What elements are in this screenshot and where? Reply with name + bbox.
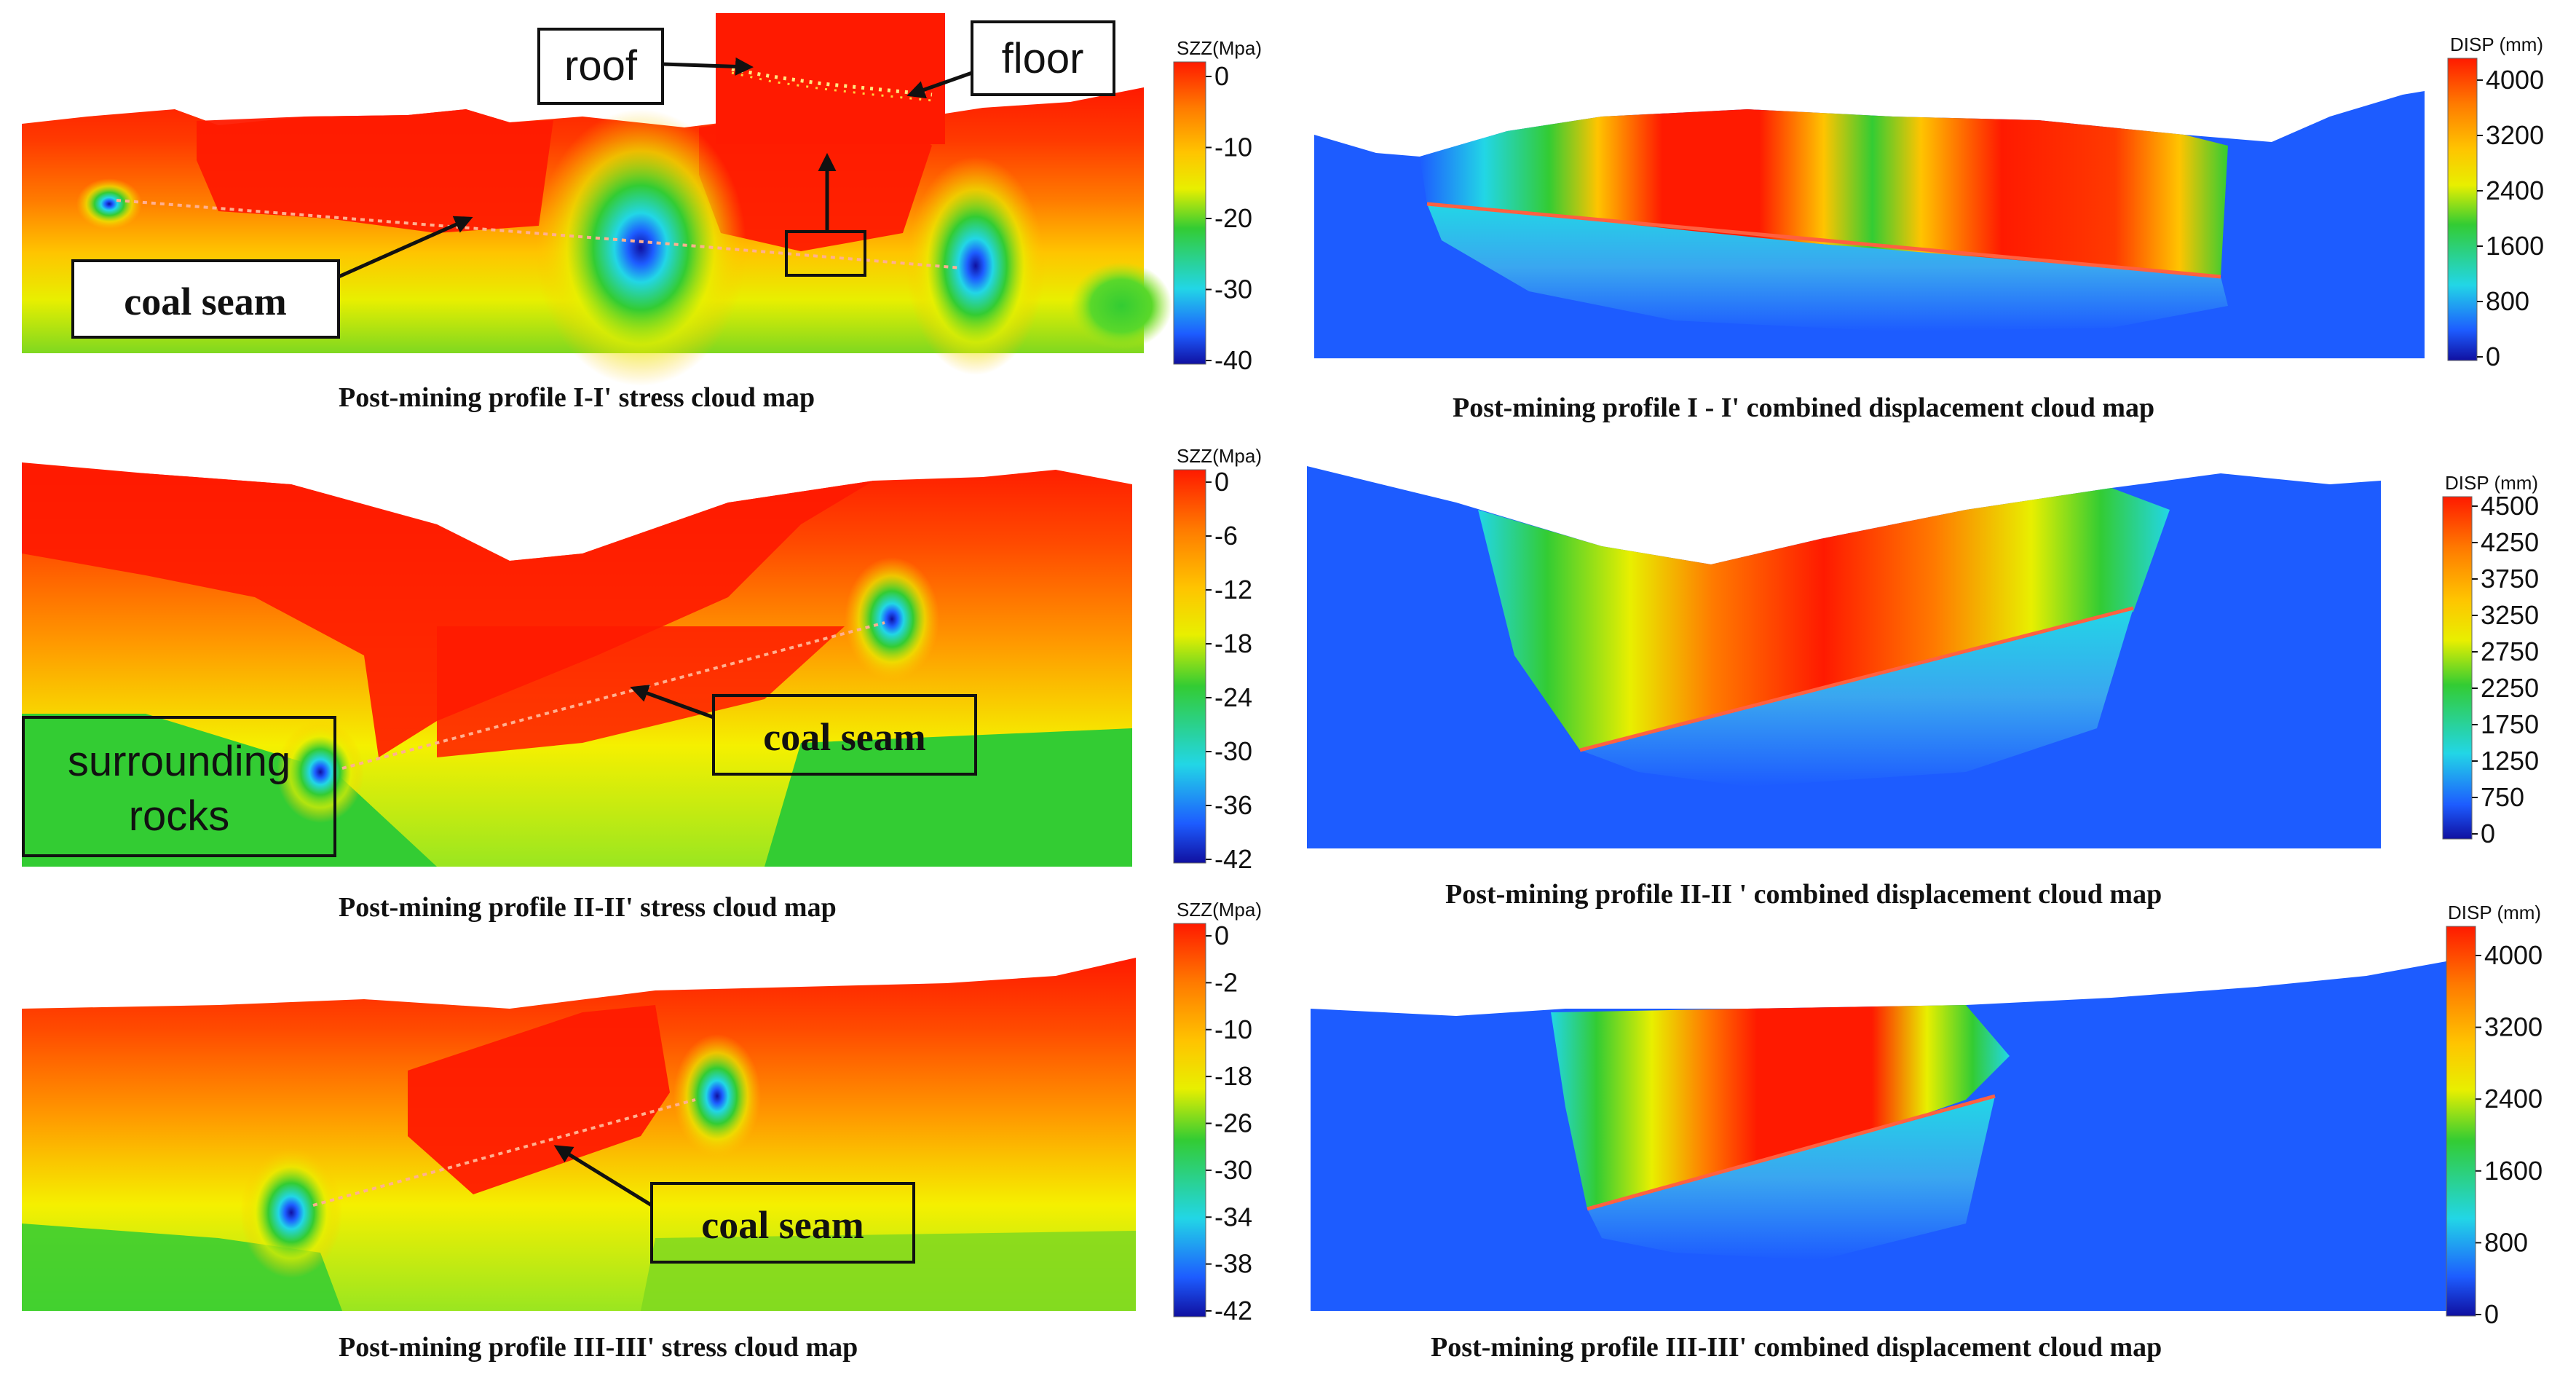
colorbar-tick-label: -20 — [1214, 203, 1252, 233]
colorbar-tick-label: -34 — [1214, 1202, 1252, 1232]
coal-seam-arrow-2 — [630, 685, 714, 720]
floor-label: floor — [1002, 35, 1084, 82]
colorbar-title: SZZ(Mpa) — [1177, 445, 1262, 467]
colorbar-tick-label: 750 — [2481, 782, 2524, 812]
floor-label-box: floor — [971, 20, 1115, 96]
caption-displacement-1: Post-mining profile I - I' combined disp… — [1453, 393, 2154, 423]
colorbar-tick-label: 1250 — [2481, 746, 2539, 776]
stress-map-1 — [22, 87, 1172, 386]
stress-map-3 — [22, 958, 1136, 1311]
floor-arrow — [906, 71, 973, 99]
colorbar-displacement-2: DISP (mm) — [2442, 472, 2538, 840]
colorbar-tick-label: 0 — [1214, 61, 1229, 91]
colorbar-tick-label: 4500 — [2481, 491, 2539, 521]
colorbar-tick-label: 3250 — [2481, 600, 2539, 630]
colorbar-tick-label: 3200 — [2486, 120, 2544, 150]
surrounding-rocks-label: surrounding — [68, 738, 291, 785]
surrounding-rocks-label-line2: rocks — [129, 792, 230, 840]
roof-floor-zoom-region — [785, 230, 866, 277]
displacement-map-1 — [1314, 91, 2425, 358]
colorbar-title: SZZ(Mpa) — [1177, 37, 1262, 59]
caption-stress-2: Post-mining profile II-II' stress cloud … — [339, 892, 837, 923]
stress-map-2 — [22, 462, 1132, 867]
colorbar-tick-label: 1750 — [2481, 709, 2539, 739]
colorbar-tick-label: -18 — [1214, 629, 1252, 658]
roof-label: roof — [564, 42, 638, 90]
colorbar-tick-label: 2750 — [2481, 637, 2539, 666]
colorbar-title: SZZ(Mpa) — [1177, 899, 1262, 921]
colorbar-tick-label: 1600 — [2484, 1156, 2543, 1186]
displacement-map-3 — [1311, 961, 2446, 1311]
colorbar-title: DISP (mm) — [2448, 902, 2541, 923]
displacement-map-2 — [1307, 466, 2381, 848]
roof-arrow — [662, 57, 754, 76]
colorbar-tick-label: -12 — [1214, 575, 1252, 604]
colorbar-stress-2: SZZ(Mpa) — [1173, 445, 1262, 864]
colorbar-tick-label: -26 — [1214, 1108, 1252, 1138]
colorbar-title: DISP (mm) — [2450, 34, 2543, 55]
colorbar-tick-label: 3750 — [2481, 564, 2539, 594]
caption-stress-1: Post-mining profile I-I' stress cloud ma… — [339, 382, 815, 413]
colorbar-tick-label: -10 — [1214, 133, 1252, 162]
colorbar-tick-label: -6 — [1214, 521, 1238, 551]
colorbar-tick-label: 0 — [1214, 467, 1229, 497]
coal-seam-arrow-1 — [337, 216, 473, 279]
colorbar-tick-label: -40 — [1214, 345, 1252, 375]
roof-label-box: roof — [537, 28, 664, 105]
colorbar-tick-label: -18 — [1214, 1061, 1252, 1091]
colorbar-tick-label: 1600 — [2486, 231, 2544, 261]
colorbar-stress-3: SZZ(Mpa) — [1173, 899, 1262, 1317]
colorbar-tick-label: 4000 — [2484, 940, 2543, 970]
colorbar-tick-label: -30 — [1214, 1155, 1252, 1185]
colorbar-tick-label: -30 — [1214, 275, 1252, 304]
colorbar-tick-label: 0 — [2486, 342, 2500, 371]
coal-seam-label-3: coal seam — [701, 1203, 864, 1247]
colorbar-tick-label: 3200 — [2484, 1012, 2543, 1042]
coal-seam-label-2: coal seam — [763, 715, 925, 759]
caption-stress-3: Post-mining profile III-III' stress clou… — [339, 1332, 858, 1363]
colorbar-tick-label: 800 — [2484, 1227, 2528, 1257]
colorbar-tick-label: -10 — [1214, 1014, 1252, 1044]
coal-seam-label-box-3: coal seam — [650, 1182, 915, 1264]
colorbar-stress-1: SZZ(Mpa) — [1173, 37, 1262, 365]
colorbar-tick-label: -42 — [1214, 1296, 1252, 1325]
colorbar-tick-label: 4250 — [2481, 527, 2539, 557]
caption-displacement-3: Post-mining profile III-III' combined di… — [1431, 1332, 2162, 1363]
roof-floor-inset — [716, 13, 945, 144]
colorbar-tick-label: -30 — [1214, 736, 1252, 766]
coal-seam-label-box-1: coal seam — [71, 259, 340, 339]
coal-seam-label-1: coal seam — [124, 280, 286, 323]
surrounding-rocks-label-box: surrounding rocks — [22, 716, 336, 857]
coal-seam-label-box-2: coal seam — [712, 694, 977, 776]
caption-displacement-2: Post-mining profile II-II ' combined dis… — [1445, 879, 2162, 910]
colorbar-tick-label: 0 — [2484, 1299, 2499, 1329]
colorbar-tick-label: -2 — [1214, 967, 1238, 997]
colorbar-tick-label: -24 — [1214, 682, 1252, 712]
coal-seam-arrow-3 — [553, 1145, 653, 1207]
colorbar-title: DISP (mm) — [2445, 472, 2538, 494]
colorbar-tick-label: 0 — [1214, 921, 1229, 950]
colorbar-tick-label: 2400 — [2486, 176, 2544, 205]
colorbar-tick-label: 2250 — [2481, 673, 2539, 703]
colorbar-tick-label: 800 — [2486, 286, 2529, 316]
colorbar-tick-label: 0 — [2481, 819, 2495, 848]
colorbar-tick-label: -38 — [1214, 1249, 1252, 1279]
colorbar-tick-label: -36 — [1214, 790, 1252, 820]
colorbar-displacement-1: DISP (mm) — [2447, 34, 2543, 361]
colorbar-displacement-3: DISP (mm) — [2446, 902, 2541, 1317]
colorbar-tick-label: 4000 — [2486, 65, 2544, 95]
colorbar-tick-label: 2400 — [2484, 1084, 2543, 1114]
colorbar-tick-label: -42 — [1214, 844, 1252, 874]
